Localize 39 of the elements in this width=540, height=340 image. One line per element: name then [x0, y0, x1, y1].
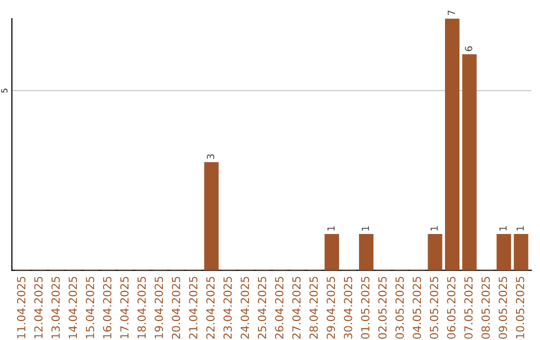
x-tick-label: 01.05.2025 [361, 276, 370, 339]
x-tick-label: 21.04.2025 [189, 276, 198, 339]
x-tick-label: 08.05.2025 [481, 276, 490, 339]
x-tick-label: 16.04.2025 [103, 276, 112, 338]
x-tick-label: 25.04.2025 [258, 276, 266, 339]
data-label: 1 [499, 226, 507, 231]
data-label: 6 [464, 46, 472, 52]
y-tick-label: 5 [1, 88, 8, 93]
x-tick-label: 19.04.2025 [154, 276, 164, 338]
data-label: 1 [362, 226, 369, 231]
x-tick-label: 13.04.2025 [51, 276, 60, 338]
x-tick-label: 14.04.2025 [68, 276, 78, 338]
x-tick-label: 07.05.2025 [464, 276, 473, 339]
x-tick-label: 26.04.2025 [275, 276, 284, 339]
x-tick-label: 22.04.2025 [206, 276, 215, 339]
x-tick-label: 12.04.2025 [34, 276, 43, 338]
x-tick-label: 09.05.2025 [498, 276, 508, 339]
data-label: 1 [516, 226, 524, 231]
x-tick-label: 18.04.2025 [137, 276, 146, 338]
data-label: 1 [430, 226, 438, 231]
x-tick-label: 02.05.2025 [378, 276, 387, 339]
x-tick-label: 15.04.2025 [86, 276, 94, 338]
x-tick-label: 20.04.2025 [172, 276, 180, 339]
data-label: 1 [327, 226, 335, 231]
x-tick-label: 30.04.2025 [344, 276, 352, 339]
x-tick-label: 10.05.2025 [516, 276, 524, 338]
x-tick-label: 23.04.2025 [223, 276, 232, 339]
x-tick-label: 27.04.2025 [292, 276, 301, 339]
x-tick-label: 11.04.2025 [17, 276, 26, 338]
x-tick-label: 06.05.2025 [447, 276, 456, 339]
data-label: 3 [206, 154, 214, 159]
x-tick-label: 28.04.2025 [309, 276, 318, 339]
x-tick-label: 03.05.2025 [395, 276, 404, 339]
data-label: 7 [448, 10, 455, 16]
x-tick-label: 04.05.2025 [412, 276, 422, 339]
x-tick-label: 29.04.2025 [326, 276, 336, 339]
x-tick-label: 24.04.2025 [240, 276, 250, 339]
x-tick-label: 05.05.2025 [430, 276, 438, 339]
x-tick-label: 17.04.2025 [120, 276, 129, 338]
